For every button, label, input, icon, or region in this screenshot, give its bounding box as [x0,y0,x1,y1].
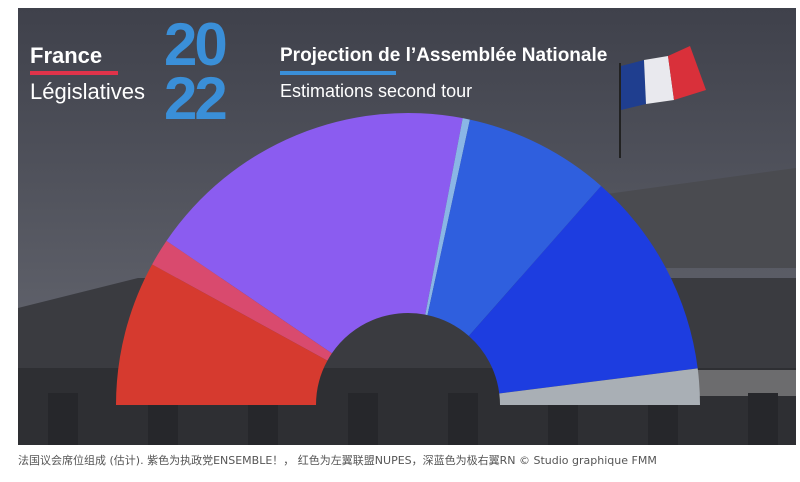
french-flag-icon [619,46,706,158]
brand-block: France Législatives [30,44,145,105]
hemicycle-segment-4 [425,118,470,316]
hemicycle-segment-6 [468,185,698,394]
title-underline [280,71,396,75]
hemicycle-segment-3 [166,112,463,354]
image-caption: 法国议会席位组成 (估计). 紫色为执政党ENSEMBLE！， 红色为左翼联盟N… [18,454,657,467]
brand-year-top: 20 [164,11,228,78]
brand-country: France [30,43,103,68]
hemicycle-segment-5 [427,119,602,336]
brand-election-type: Législatives [30,79,145,104]
hemicycle-segment-1 [116,264,328,405]
brand-year-bottom: 22 [164,65,228,132]
hemicycle-chart [116,112,700,405]
brand-underline [30,71,118,75]
brand-year: 20 22 [164,11,228,132]
chart-subtitle: Estimations second tour [280,81,473,101]
hemicycle-segment-7 [499,368,700,405]
chart-heading: Projection de l’Assemblée Nationale Esti… [280,44,607,102]
chart-title: Projection de l’Assemblée Nationale [280,45,608,66]
infographic-panel: France Législatives 20 22 Projection de … [18,8,796,445]
hemicycle-segment-2 [152,240,332,361]
